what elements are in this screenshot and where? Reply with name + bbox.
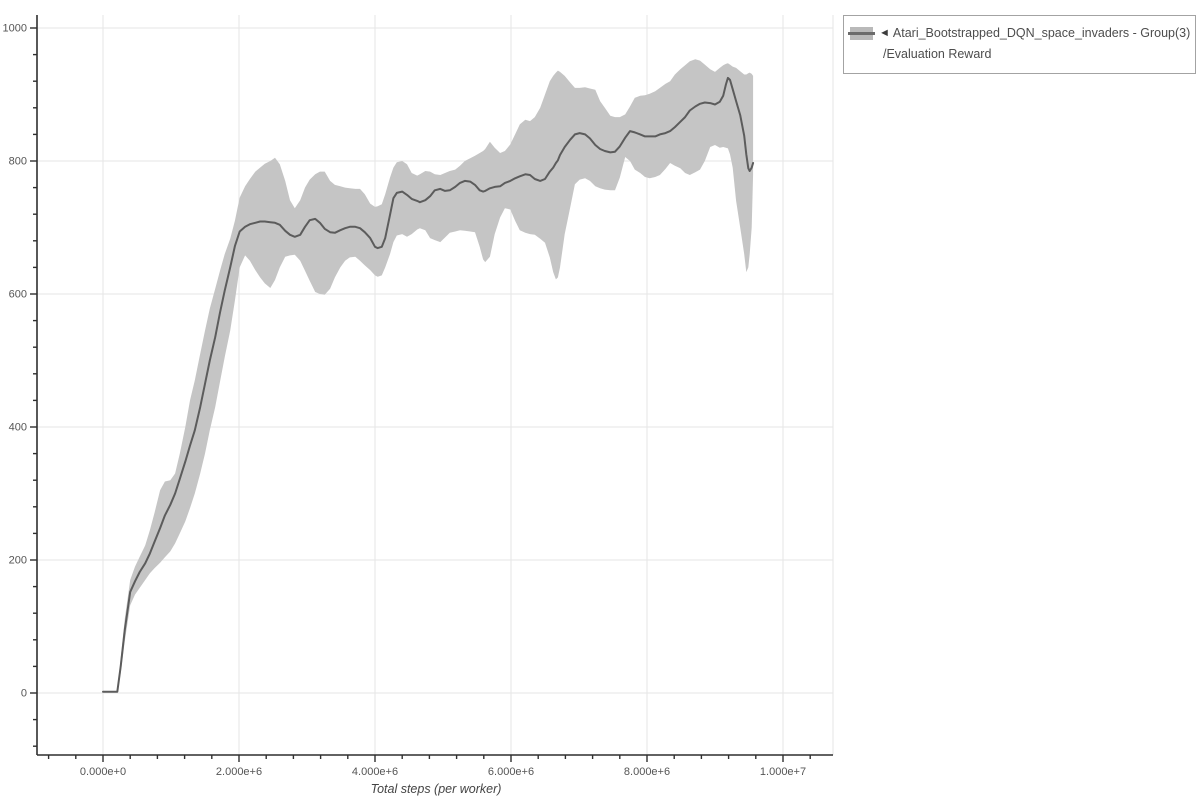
legend-band-swatch-icon xyxy=(848,27,875,40)
x-tick-label: 6.000e+6 xyxy=(488,766,534,778)
axis-labels: 0 200 400 600 800 1000 0.000e+0 2.000e+6 4.000e+… xyxy=(3,23,807,779)
y-tick-label: 1000 xyxy=(3,23,27,35)
axes xyxy=(30,15,833,762)
x-tick-label: 1.000e+7 xyxy=(760,766,806,778)
legend-metric-name: /Evaluation Reward xyxy=(883,47,992,61)
y-tick-label: 600 xyxy=(9,289,27,301)
confidence-band xyxy=(103,59,754,692)
y-tick-label: 0 xyxy=(21,688,27,700)
x-tick-label: 2.000e+6 xyxy=(216,766,262,778)
legend-line-swatch-icon xyxy=(848,32,875,35)
y-tick-label: 200 xyxy=(9,555,27,567)
x-tick-label: 8.000e+6 xyxy=(624,766,670,778)
legend-entry[interactable]: ◄ Atari_Bootstrapped_DQN_space_invaders … xyxy=(848,23,1191,44)
x-axis-title: Total steps (per worker) xyxy=(371,782,502,796)
x-tick-label: 0.000e+0 xyxy=(80,766,126,778)
legend[interactable]: ◄ Atari_Bootstrapped_DQN_space_invaders … xyxy=(843,15,1196,74)
series-line xyxy=(102,76,755,693)
y-tick-label: 800 xyxy=(9,156,27,168)
x-tick-label: 4.000e+6 xyxy=(352,766,398,778)
series-layer xyxy=(102,59,755,693)
legend-series-name: Atari_Bootstrapped_DQN_space_invaders - … xyxy=(892,26,1191,40)
collapse-triangle-icon: ◄ xyxy=(879,27,890,39)
y-tick-label: 400 xyxy=(9,422,27,434)
